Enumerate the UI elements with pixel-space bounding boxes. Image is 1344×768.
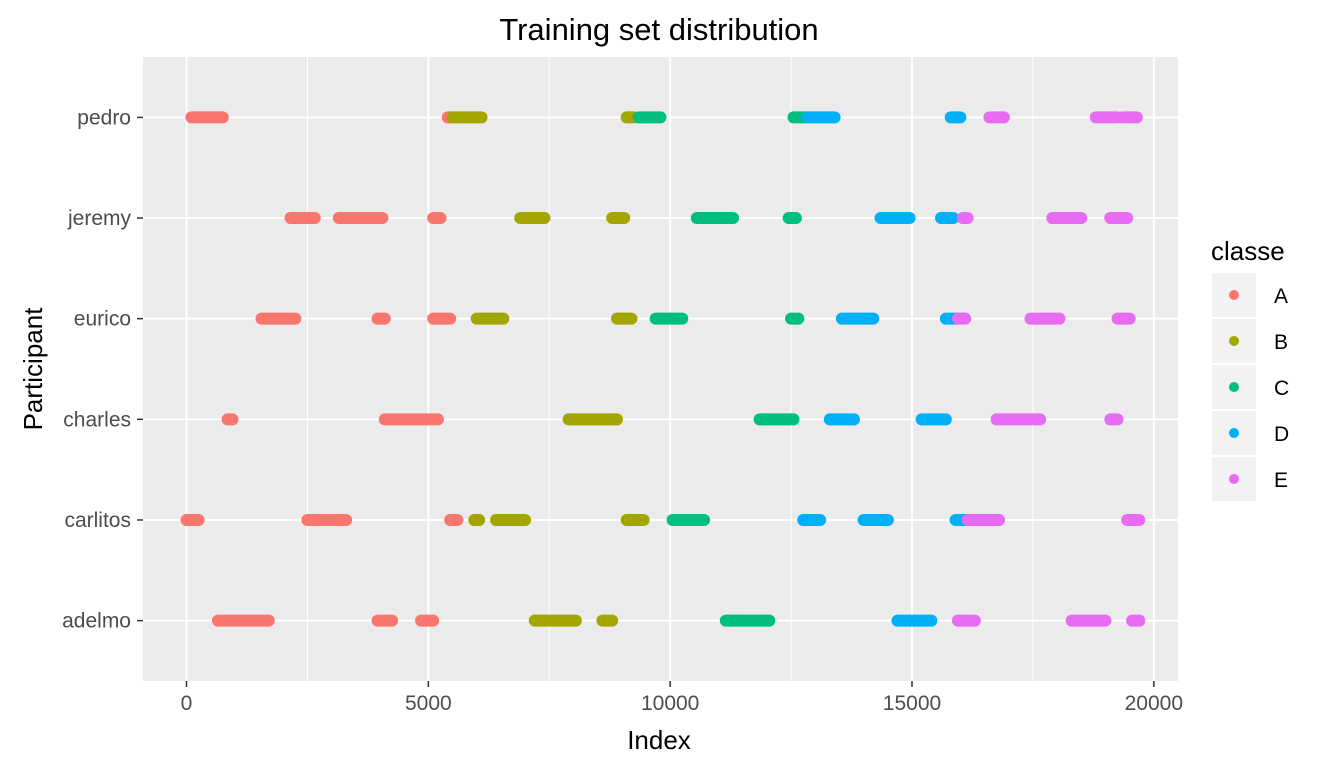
- legend-label: C: [1274, 377, 1289, 400]
- point-strip-d-charles: [823, 413, 860, 426]
- x-tick-label: 20000: [1125, 692, 1183, 715]
- legend-label: B: [1274, 331, 1288, 354]
- point-strip-a-carlitos: [444, 513, 464, 526]
- point-strip-b-charles: [562, 413, 623, 426]
- point-strip-e-pedro: [983, 111, 1010, 124]
- point-strip-b-carlitos: [468, 513, 486, 526]
- point-strip-d-pedro: [944, 111, 967, 124]
- point-strip-d-carlitos: [857, 513, 894, 526]
- legend-key-a: [1229, 290, 1239, 300]
- legend-key-b: [1229, 336, 1239, 346]
- point-strip-e-jeremy: [1104, 212, 1134, 225]
- point-strip-d-charles: [915, 413, 952, 426]
- y-tick-label: eurico: [74, 308, 131, 331]
- y-tick-label: adelmo: [62, 610, 131, 633]
- x-tick-label: 0: [181, 692, 193, 715]
- point-strip-b-pedro: [446, 111, 488, 124]
- y-tick-label: charles: [63, 408, 131, 431]
- point-strip-b-jeremy: [514, 212, 551, 225]
- legend-key-e: [1229, 474, 1239, 484]
- point-strip-b-eurico: [470, 312, 510, 325]
- point-strip-d-carlitos: [797, 513, 827, 526]
- x-tick-label: 10000: [641, 692, 699, 715]
- point-strip-d-eurico: [835, 312, 880, 325]
- point-strip-e-adelmo: [1065, 614, 1112, 627]
- point-strip-a-eurico: [255, 312, 302, 325]
- point-strip-a-jeremy: [332, 212, 389, 225]
- point-strip-a-eurico: [427, 312, 457, 325]
- legend-label: D: [1274, 423, 1289, 446]
- point-strip-e-pedro: [1089, 111, 1124, 124]
- legend-key-c: [1229, 382, 1239, 392]
- x-axis: 0 5000 10000 15000 20000: [181, 681, 1183, 715]
- legend-key-d: [1229, 428, 1239, 438]
- point-strip-a-adelmo: [415, 614, 440, 627]
- x-tick-label: 5000: [405, 692, 452, 715]
- point-strip-e-pedro: [1116, 111, 1143, 124]
- minor-gridlines: [306, 57, 1034, 681]
- point-strip-e-jeremy: [956, 212, 974, 225]
- chart-title: Training set distribution: [499, 12, 818, 47]
- point-strip-b-carlitos: [490, 513, 532, 526]
- point-strip-e-charles: [990, 413, 1047, 426]
- point-strip-e-adelmo: [1126, 614, 1146, 627]
- data-marks: [180, 111, 1146, 627]
- point-strip-b-adelmo: [596, 614, 619, 627]
- point-strip-a-eurico: [371, 312, 391, 325]
- point-strip-b-eurico: [610, 312, 638, 325]
- y-tick-label: jeremy: [67, 207, 132, 230]
- legend-label: A: [1274, 285, 1288, 308]
- x-axis-title: Index: [627, 725, 691, 755]
- legend-label: E: [1274, 469, 1288, 492]
- point-strip-e-carlitos: [1121, 513, 1146, 526]
- point-strip-c-pedro: [632, 111, 667, 124]
- point-strip-d-jeremy: [935, 212, 960, 225]
- point-strip-a-adelmo: [211, 614, 275, 627]
- point-strip-b-adelmo: [528, 614, 582, 627]
- y-axis-title: Participant: [18, 307, 48, 431]
- point-strip-a-adelmo: [371, 614, 399, 627]
- point-strip-a-pedro: [185, 111, 229, 124]
- point-strip-d-jeremy: [874, 212, 916, 225]
- point-strip-e-jeremy: [1046, 212, 1088, 225]
- point-strip-c-jeremy: [690, 212, 740, 225]
- point-strip-a-charles: [221, 413, 239, 426]
- point-strip-c-eurico: [785, 312, 805, 325]
- point-strip-d-pedro: [802, 111, 841, 124]
- y-tick-label: pedro: [77, 106, 131, 129]
- point-strip-e-carlitos: [961, 513, 1006, 526]
- point-strip-e-eurico: [951, 312, 972, 325]
- point-strip-b-carlitos: [620, 513, 650, 526]
- point-strip-b-jeremy: [606, 212, 631, 225]
- point-strip-c-carlitos: [666, 513, 711, 526]
- y-tick-label: carlitos: [64, 509, 131, 532]
- plot-panel: [143, 57, 1178, 681]
- legend-title: classe: [1211, 236, 1285, 266]
- point-strip-d-adelmo: [891, 614, 938, 627]
- point-strip-a-jeremy: [284, 212, 321, 225]
- x-tick-label: 15000: [883, 692, 941, 715]
- point-strip-c-eurico: [649, 312, 689, 325]
- point-strip-e-eurico: [1024, 312, 1066, 325]
- y-axis: adelmo carlitos charles eurico jeremy pedro: [62, 106, 143, 633]
- point-strip-c-jeremy: [782, 212, 802, 225]
- point-strip-e-charles: [1104, 413, 1124, 426]
- point-strip-c-adelmo: [719, 614, 776, 627]
- point-strip-a-charles: [378, 413, 445, 426]
- point-strip-a-carlitos: [301, 513, 353, 526]
- point-strip-e-eurico: [1111, 312, 1136, 325]
- point-strip-e-adelmo: [951, 614, 981, 627]
- point-strip-a-carlitos: [180, 513, 205, 526]
- point-strip-c-charles: [753, 413, 800, 426]
- point-strip-a-jeremy: [427, 212, 447, 225]
